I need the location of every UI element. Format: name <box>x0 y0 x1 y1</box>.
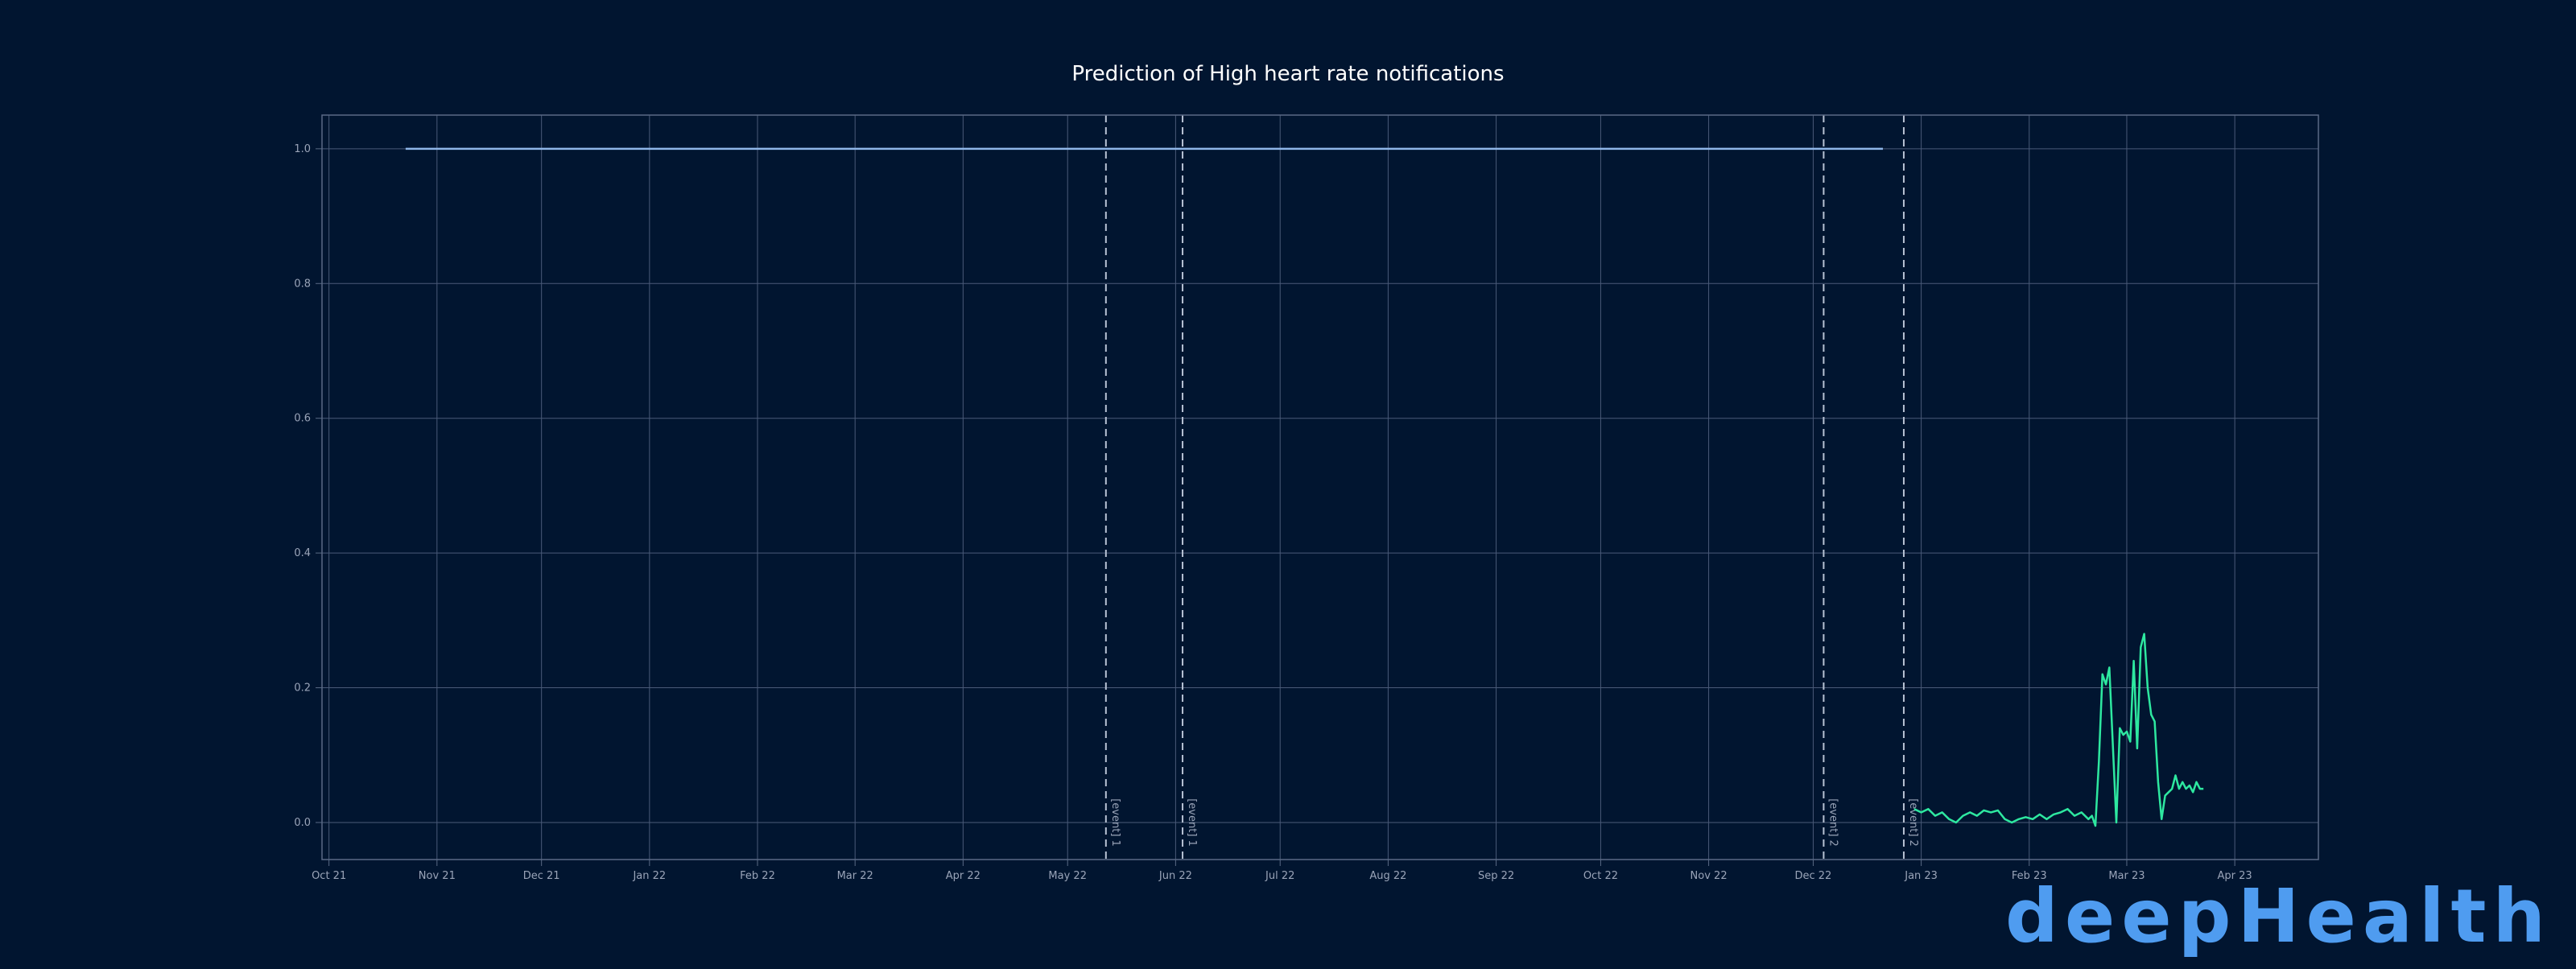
x-tick-label: Mar 23 <box>2108 870 2145 882</box>
x-tick-label: Dec 22 <box>1795 870 1832 882</box>
x-tick-label: Oct 22 <box>1583 870 1618 882</box>
y-tick-label: 0.4 <box>294 547 311 559</box>
x-tick-label: Aug 22 <box>1369 870 1406 882</box>
y-tick-label: 0.0 <box>294 817 311 829</box>
x-tick-label: Nov 22 <box>1690 870 1728 882</box>
y-tick-label: 0.8 <box>294 278 311 290</box>
x-tick-label: Jan 23 <box>1904 870 1938 882</box>
x-tick-label: Apr 22 <box>946 870 980 882</box>
series-layer <box>405 147 2204 827</box>
x-tick-label: May 22 <box>1048 870 1087 882</box>
event-label: [event] 1 <box>1109 798 1121 847</box>
x-tick-label: Sep 22 <box>1478 870 1514 882</box>
event-label: [event] 1 <box>1186 798 1198 847</box>
series-line-2 <box>1913 633 2204 827</box>
chart-title: Prediction of High heart rate notificati… <box>1071 62 1504 86</box>
y-tick-label: 0.6 <box>294 413 311 425</box>
x-tick-label: Feb 22 <box>740 870 775 882</box>
plot-frame <box>321 114 2319 860</box>
event-label: [event] 2 <box>1827 798 1839 847</box>
y-tick-label: 0.2 <box>294 682 311 695</box>
x-tick-label: Feb 23 <box>2012 870 2047 882</box>
x-tick-label: Mar 22 <box>837 870 873 882</box>
x-tick-label: Apr 23 <box>2218 870 2252 882</box>
y-tick-label: 1.0 <box>294 143 311 155</box>
x-tick-label: Jun 22 <box>1158 870 1192 882</box>
event-layer: [event] 1 [event] 1 [event] 2 [event] 2 <box>1104 115 1919 860</box>
event-label: [event] 2 <box>1907 798 1919 847</box>
x-tick-label: Jul 22 <box>1265 870 1294 882</box>
x-tick-label: Jan 22 <box>632 870 666 882</box>
axis-layer: Oct 21 Nov 21 Dec 21 Jan 22 Feb 22 Mar 22 Apr … <box>294 114 2319 882</box>
x-tick-label: Oct 21 <box>312 870 346 882</box>
x-tick-label: Dec 21 <box>523 870 560 882</box>
x-tick-label: Nov 21 <box>419 870 456 882</box>
grid-layer <box>322 115 2318 860</box>
deephealth-logo: deepHealth <box>2005 873 2552 959</box>
